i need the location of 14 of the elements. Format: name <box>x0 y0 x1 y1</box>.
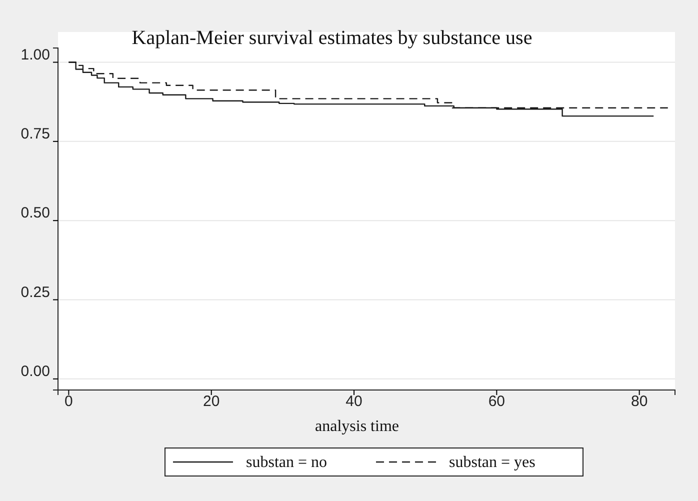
y-tick-label: 1.00 <box>20 46 50 64</box>
x-tick-label: 0 <box>64 393 73 410</box>
x-tick-label: 80 <box>630 393 648 410</box>
x-axis-title: analysis time <box>315 418 399 435</box>
y-tick-label: 0.25 <box>20 284 50 301</box>
y-tick-label: 0.75 <box>20 125 50 142</box>
y-tick-label: 0.50 <box>20 204 50 222</box>
legend-label: substan = yes <box>449 454 536 471</box>
y-tick-label: 0.00 <box>20 362 50 380</box>
legend-label: substan = no <box>246 454 328 471</box>
chart-title: Kaplan-Meier survival estimates by substance use <box>132 27 532 49</box>
x-tick-label: 40 <box>346 393 362 410</box>
x-tick-label: 60 <box>488 393 506 410</box>
x-tick-label: 20 <box>203 393 220 410</box>
